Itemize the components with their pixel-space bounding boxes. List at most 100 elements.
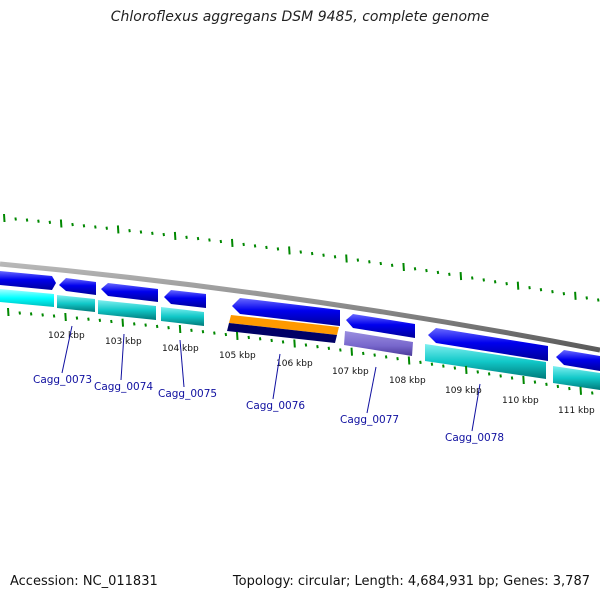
ruler-tick-mark bbox=[242, 242, 245, 247]
ruler-tick-mark bbox=[516, 281, 520, 290]
ruler-tick-mark bbox=[276, 247, 280, 251]
ruler-tick-mark bbox=[493, 280, 497, 284]
leader-line bbox=[471, 383, 481, 432]
gene-labels: Cagg_0073 Cagg_0074 Cagg_0075 Cagg_0076 … bbox=[33, 374, 504, 444]
ruler-tick-mark bbox=[224, 332, 228, 337]
inner-tick-ring bbox=[7, 307, 594, 395]
gene-label: Cagg_0076 bbox=[246, 400, 305, 412]
ruler-tick-mark bbox=[219, 239, 223, 244]
ruler-tick-mark bbox=[413, 267, 417, 271]
cds-feature bbox=[0, 271, 56, 290]
leader-line bbox=[179, 339, 185, 388]
genome-backbone bbox=[0, 261, 600, 353]
cds-feature bbox=[57, 295, 95, 312]
gene-label: Cagg_0077 bbox=[340, 414, 399, 426]
leader-line bbox=[120, 333, 125, 381]
ruler-tick-mark bbox=[551, 290, 554, 294]
ruler-tick-mark bbox=[356, 258, 360, 262]
ruler-tick-mark bbox=[71, 222, 74, 227]
rna-feature bbox=[229, 315, 339, 335]
cds-feature bbox=[161, 307, 204, 326]
ruler-tick-label: 102 kbp bbox=[48, 331, 85, 341]
ruler-tick-mark bbox=[25, 218, 29, 222]
ruler-tick-label: 111 kbp bbox=[558, 406, 595, 416]
ruler-tick-label: 106 kbp bbox=[276, 359, 313, 369]
ruler-tick-mark bbox=[281, 340, 285, 344]
cds-feature bbox=[164, 290, 206, 308]
leader-line bbox=[61, 325, 73, 374]
cds-feature bbox=[553, 366, 600, 390]
leader-line bbox=[272, 353, 281, 400]
ruler-tick-mark bbox=[591, 391, 594, 395]
ruler-tick-mark bbox=[3, 213, 6, 223]
ruler-tick-mark bbox=[419, 360, 422, 364]
ruler-tick-mark bbox=[265, 245, 268, 250]
ruler-tick-mark bbox=[482, 278, 485, 282]
ruler-tick-mark bbox=[545, 382, 548, 386]
ruler-tick-mark bbox=[327, 346, 331, 350]
ruler-tick-mark bbox=[430, 362, 434, 366]
ruler-tick-mark bbox=[128, 229, 131, 233]
outer-tick-ring bbox=[3, 213, 600, 302]
ruler-tick-mark bbox=[390, 263, 394, 267]
ruler-tick-mark bbox=[162, 232, 165, 237]
ruler-tick-mark bbox=[52, 314, 56, 318]
ruler-tick-mark bbox=[288, 246, 291, 255]
ruler-tick-label: 107 kbp bbox=[332, 367, 369, 377]
ruler-tick-mark bbox=[37, 219, 40, 223]
gene-label: Cagg_0074 bbox=[94, 381, 153, 393]
ruler-tick-mark bbox=[167, 326, 170, 330]
cds-feature bbox=[0, 289, 54, 307]
ruler-tick-mark bbox=[29, 312, 33, 316]
cds-feature bbox=[428, 328, 548, 361]
gene-label: Cagg_0073 bbox=[33, 374, 92, 386]
ruler-tick-mark bbox=[14, 217, 17, 221]
ruler-tick-mark bbox=[82, 224, 86, 228]
gene-label: Cagg_0078 bbox=[445, 432, 504, 444]
ruler-tick-mark bbox=[556, 384, 560, 389]
ruler-tick-mark bbox=[270, 338, 273, 343]
ruler-tick-mark bbox=[7, 307, 10, 317]
ruler-tick-mark bbox=[299, 250, 302, 254]
ruler-tick-mark bbox=[579, 386, 582, 395]
rna-feature bbox=[227, 323, 337, 343]
ruler-tick-mark bbox=[316, 345, 319, 349]
ruler-tick-mark bbox=[258, 337, 262, 341]
ruler-tick-mark bbox=[116, 225, 120, 234]
ruler-tick-mark bbox=[208, 238, 211, 242]
ruler-tick-mark bbox=[98, 318, 102, 322]
ruler-tick-mark bbox=[253, 244, 257, 248]
map-title: Chloroflexus aggregans DSM 9485, complet… bbox=[110, 9, 490, 25]
ruler-tick-mark bbox=[528, 286, 531, 290]
ruler-tick-mark bbox=[322, 253, 325, 257]
cds-feature bbox=[98, 300, 156, 320]
ruler-tick-mark bbox=[87, 317, 90, 321]
ruler-tick-mark bbox=[310, 251, 314, 256]
ruler-tick-mark bbox=[41, 313, 44, 317]
leader-line bbox=[366, 366, 377, 414]
ruler-tick-mark bbox=[110, 319, 113, 324]
ruler-tick-mark bbox=[362, 351, 365, 356]
ruler-tick-mark bbox=[139, 230, 143, 234]
ruler-tick-mark bbox=[368, 260, 371, 264]
cds-feature bbox=[344, 331, 413, 356]
ruler-tick-mark bbox=[18, 311, 21, 315]
ruler-tick-label: 108 kbp bbox=[389, 376, 426, 386]
ruler-tick-mark bbox=[94, 225, 97, 229]
cds-feature bbox=[556, 350, 600, 371]
ruler-tick-mark bbox=[333, 255, 337, 259]
ruler-tick-mark bbox=[471, 276, 474, 280]
ruler-tick-mark bbox=[185, 235, 188, 239]
ruler-tick-mark bbox=[151, 231, 154, 235]
ruler-tick-mark bbox=[597, 298, 600, 302]
ruler-tick-mark bbox=[293, 339, 296, 348]
ruler-tick-mark bbox=[213, 331, 216, 335]
cds-feature bbox=[101, 283, 158, 302]
ruler-tick-mark bbox=[201, 330, 205, 334]
ruler-tick-mark bbox=[453, 366, 457, 370]
ruler-tick-mark bbox=[533, 380, 537, 384]
ruler-tick-mark bbox=[402, 262, 405, 272]
ruler-tick-mark bbox=[75, 316, 79, 320]
ruler-tick-mark bbox=[178, 324, 182, 334]
ruler-tick-mark bbox=[425, 268, 428, 273]
